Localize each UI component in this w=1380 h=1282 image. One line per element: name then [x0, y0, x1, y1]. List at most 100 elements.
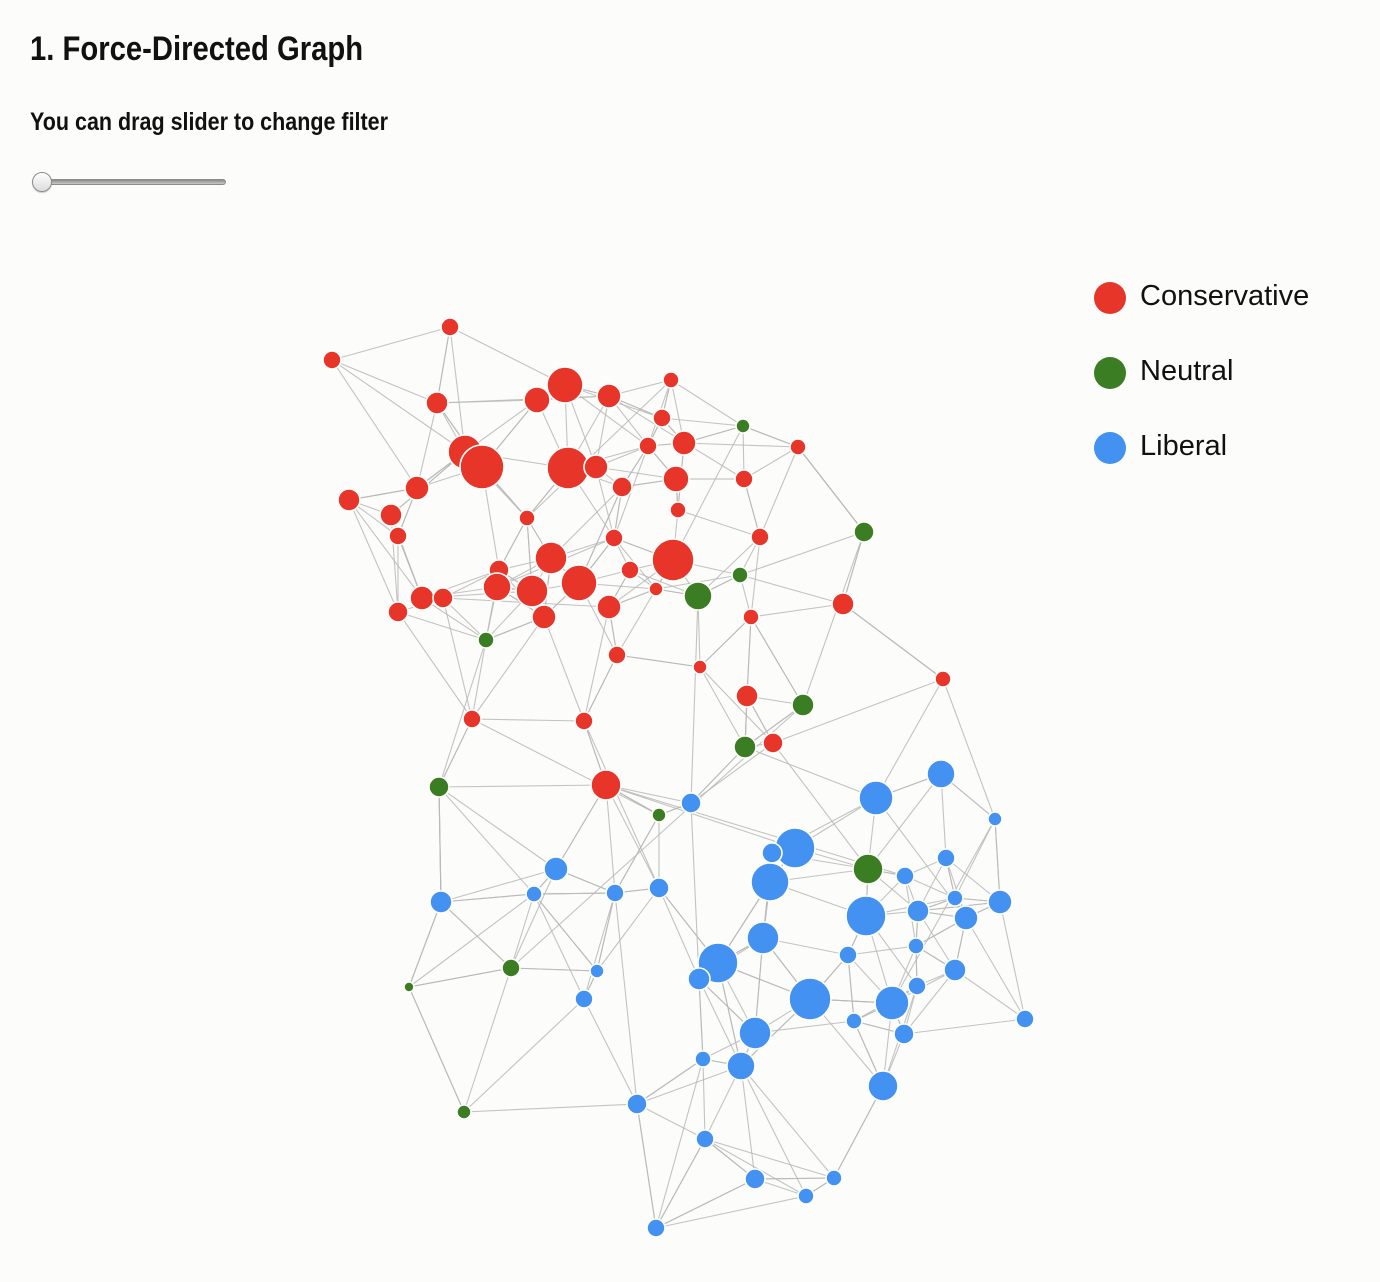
graph-node-conservative[interactable]: [546, 366, 584, 404]
graph-node-liberal[interactable]: [907, 976, 927, 996]
graph-node-conservative[interactable]: [831, 592, 855, 616]
graph-node-liberal[interactable]: [744, 1168, 766, 1190]
graph-node-liberal[interactable]: [646, 1218, 666, 1238]
graph-node-liberal[interactable]: [858, 780, 894, 816]
graph-node-liberal[interactable]: [845, 1012, 863, 1030]
graph-node-liberal[interactable]: [648, 877, 670, 899]
graph-node-liberal[interactable]: [574, 989, 594, 1009]
graph-node-liberal[interactable]: [605, 883, 625, 903]
graph-node-liberal[interactable]: [589, 963, 605, 979]
graph-node-liberal[interactable]: [987, 811, 1003, 827]
graph-node-conservative[interactable]: [611, 476, 633, 498]
graph-node-liberal[interactable]: [874, 985, 910, 1021]
graph-node-liberal[interactable]: [738, 1016, 772, 1050]
graph-node-conservative[interactable]: [692, 659, 708, 675]
graph-node-neutral[interactable]: [853, 521, 875, 543]
graph-node-conservative[interactable]: [379, 503, 403, 527]
graph-node-neutral[interactable]: [501, 958, 521, 978]
graph-node-conservative[interactable]: [337, 488, 361, 512]
graph-node-liberal[interactable]: [1015, 1009, 1035, 1029]
graph-node-conservative[interactable]: [482, 572, 512, 602]
graph-node-liberal[interactable]: [750, 862, 790, 902]
graph-node-conservative[interactable]: [652, 408, 672, 428]
graph-node-liberal[interactable]: [936, 848, 956, 868]
graph-nodes[interactable]: [322, 317, 1035, 1238]
graph-node-conservative[interactable]: [662, 371, 680, 389]
graph-node-liberal[interactable]: [694, 1050, 712, 1068]
graph-node-liberal[interactable]: [761, 842, 783, 864]
graph-node-liberal[interactable]: [825, 1169, 843, 1187]
graph-node-conservative[interactable]: [546, 446, 590, 490]
graph-node-liberal[interactable]: [838, 945, 858, 965]
graph-node-conservative[interactable]: [462, 709, 482, 729]
graph-node-conservative[interactable]: [648, 581, 664, 597]
graph-node-liberal[interactable]: [845, 895, 887, 937]
graph-node-neutral[interactable]: [731, 566, 749, 584]
graph-node-liberal[interactable]: [525, 885, 543, 903]
slider-thumb[interactable]: [32, 172, 52, 192]
graph-node-conservative[interactable]: [604, 528, 624, 548]
graph-node-neutral[interactable]: [683, 581, 713, 611]
graph-node-conservative[interactable]: [574, 711, 594, 731]
graph-node-conservative[interactable]: [596, 383, 622, 409]
graph-node-conservative[interactable]: [762, 732, 784, 754]
graph-node-conservative[interactable]: [387, 601, 409, 623]
graph-node-liberal[interactable]: [626, 1093, 648, 1115]
graph-node-liberal[interactable]: [687, 967, 711, 991]
graph-node-liberal[interactable]: [867, 1070, 899, 1102]
graph-node-liberal[interactable]: [429, 890, 453, 914]
graph-node-conservative[interactable]: [440, 317, 460, 337]
graph-node-conservative[interactable]: [620, 560, 640, 580]
graph-node-conservative[interactable]: [734, 469, 754, 489]
graph-node-conservative[interactable]: [459, 444, 505, 490]
filter-slider[interactable]: [32, 172, 226, 193]
graph-node-liberal[interactable]: [797, 1187, 815, 1205]
graph-node-conservative[interactable]: [607, 645, 627, 665]
graph-node-conservative[interactable]: [409, 585, 435, 611]
graph-node-conservative[interactable]: [322, 350, 342, 370]
graph-node-liberal[interactable]: [946, 889, 964, 907]
graph-node-conservative[interactable]: [742, 608, 760, 626]
graph-node-neutral[interactable]: [456, 1104, 472, 1120]
graph-node-conservative[interactable]: [531, 604, 557, 630]
graph-node-liberal[interactable]: [953, 905, 979, 931]
graph-node-conservative[interactable]: [662, 465, 690, 493]
graph-node-liberal[interactable]: [746, 921, 780, 955]
graph-node-neutral[interactable]: [428, 776, 450, 798]
graph-node-neutral[interactable]: [791, 693, 815, 717]
graph-node-liberal[interactable]: [680, 792, 702, 814]
graph-node-conservative[interactable]: [638, 436, 658, 456]
graph-node-liberal[interactable]: [893, 1023, 915, 1045]
graph-node-conservative[interactable]: [750, 527, 770, 547]
graph-node-conservative[interactable]: [388, 526, 408, 546]
graph-node-liberal[interactable]: [543, 856, 569, 882]
graph-node-neutral[interactable]: [735, 418, 751, 434]
graph-node-conservative[interactable]: [560, 564, 598, 602]
graph-node-conservative[interactable]: [534, 541, 568, 575]
graph-node-liberal[interactable]: [726, 1051, 756, 1081]
graph-node-liberal[interactable]: [926, 759, 956, 789]
graph-node-conservative[interactable]: [518, 509, 536, 527]
graph-node-neutral[interactable]: [477, 631, 495, 649]
graph-node-conservative[interactable]: [425, 391, 449, 415]
graph-node-neutral[interactable]: [651, 807, 667, 823]
graph-node-neutral[interactable]: [852, 853, 884, 885]
graph-node-conservative[interactable]: [651, 538, 695, 582]
graph-node-neutral[interactable]: [733, 735, 757, 759]
graph-node-liberal[interactable]: [943, 958, 967, 982]
graph-node-conservative[interactable]: [523, 386, 551, 414]
graph-node-conservative[interactable]: [590, 769, 622, 801]
graph-node-conservative[interactable]: [515, 574, 549, 608]
graph-node-conservative[interactable]: [596, 594, 622, 620]
graph-node-liberal[interactable]: [695, 1129, 715, 1149]
graph-node-neutral[interactable]: [403, 981, 415, 993]
graph-node-conservative[interactable]: [669, 501, 687, 519]
graph-node-conservative[interactable]: [934, 670, 952, 688]
graph-node-conservative[interactable]: [404, 475, 430, 501]
graph-node-liberal[interactable]: [906, 899, 930, 923]
graph-node-conservative[interactable]: [735, 684, 759, 708]
graph-node-conservative[interactable]: [671, 430, 697, 456]
graph-node-liberal[interactable]: [895, 866, 915, 886]
graph-node-conservative[interactable]: [432, 587, 454, 609]
